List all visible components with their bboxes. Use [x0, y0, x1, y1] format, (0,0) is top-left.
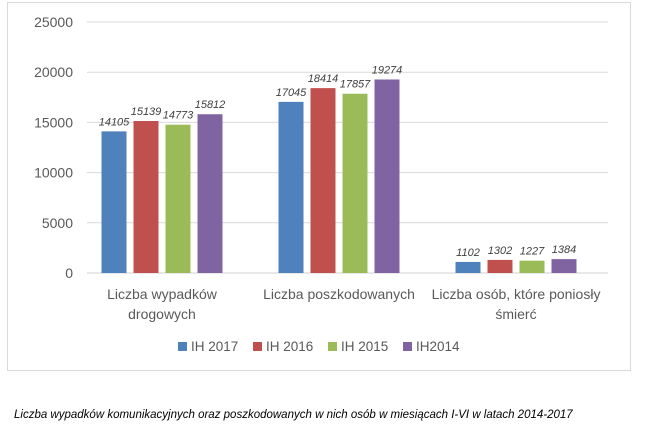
- bar: [551, 259, 577, 273]
- bar: [342, 93, 368, 273]
- legend-swatch: [328, 342, 337, 351]
- legend-swatch: [403, 342, 412, 351]
- data-label: 1102: [456, 247, 480, 259]
- data-label: 1227: [520, 246, 545, 258]
- legend-label: IH 2016: [266, 339, 313, 354]
- bar: [165, 124, 191, 273]
- y-tick-label: 20000: [34, 64, 73, 80]
- legend-label: IH 2015: [341, 339, 388, 354]
- data-label: 15139: [131, 106, 162, 118]
- bar-chart: 0 5000 10000 15000 20000 25000 14105 17045 1102 1…: [34, 14, 608, 354]
- legend-swatch: [178, 342, 187, 351]
- chart-caption: Liczba wypadków komunikacyjnych oraz pos…: [14, 409, 573, 421]
- bar: [197, 114, 223, 273]
- data-label: 1384: [552, 244, 576, 256]
- category-label: Liczba wypadków drogowych: [107, 286, 218, 322]
- data-label: 17045: [276, 87, 307, 99]
- category-label: Liczba poszkodowanych: [263, 286, 415, 302]
- bar: [101, 131, 127, 273]
- bar: [133, 121, 159, 273]
- data-label: 15812: [195, 99, 226, 111]
- y-tick-label: 0: [65, 265, 73, 281]
- y-tick-label: 10000: [34, 165, 73, 181]
- data-label: 1302: [488, 245, 512, 257]
- bar: [374, 79, 400, 273]
- legend-swatch: [253, 342, 262, 351]
- data-label: 19274: [372, 64, 403, 76]
- bar: [487, 259, 513, 273]
- data-label: 14773: [163, 110, 194, 122]
- bar: [278, 101, 304, 274]
- y-tick-label: 15000: [34, 114, 73, 130]
- bar: [455, 261, 481, 273]
- y-tick-label: 5000: [42, 215, 73, 231]
- bar: [519, 260, 545, 273]
- legend-label: IH 2017: [191, 339, 238, 354]
- data-label: 18414: [308, 73, 339, 85]
- y-tick-label: 25000: [34, 14, 73, 30]
- data-label: 17857: [340, 79, 371, 91]
- chart-frame: [7, 2, 631, 371]
- bar: [310, 88, 336, 273]
- data-label: 14105: [99, 116, 130, 128]
- category-label: Liczba osób, które poniosły śmierć: [432, 286, 601, 322]
- legend-label: IH2014: [416, 339, 460, 354]
